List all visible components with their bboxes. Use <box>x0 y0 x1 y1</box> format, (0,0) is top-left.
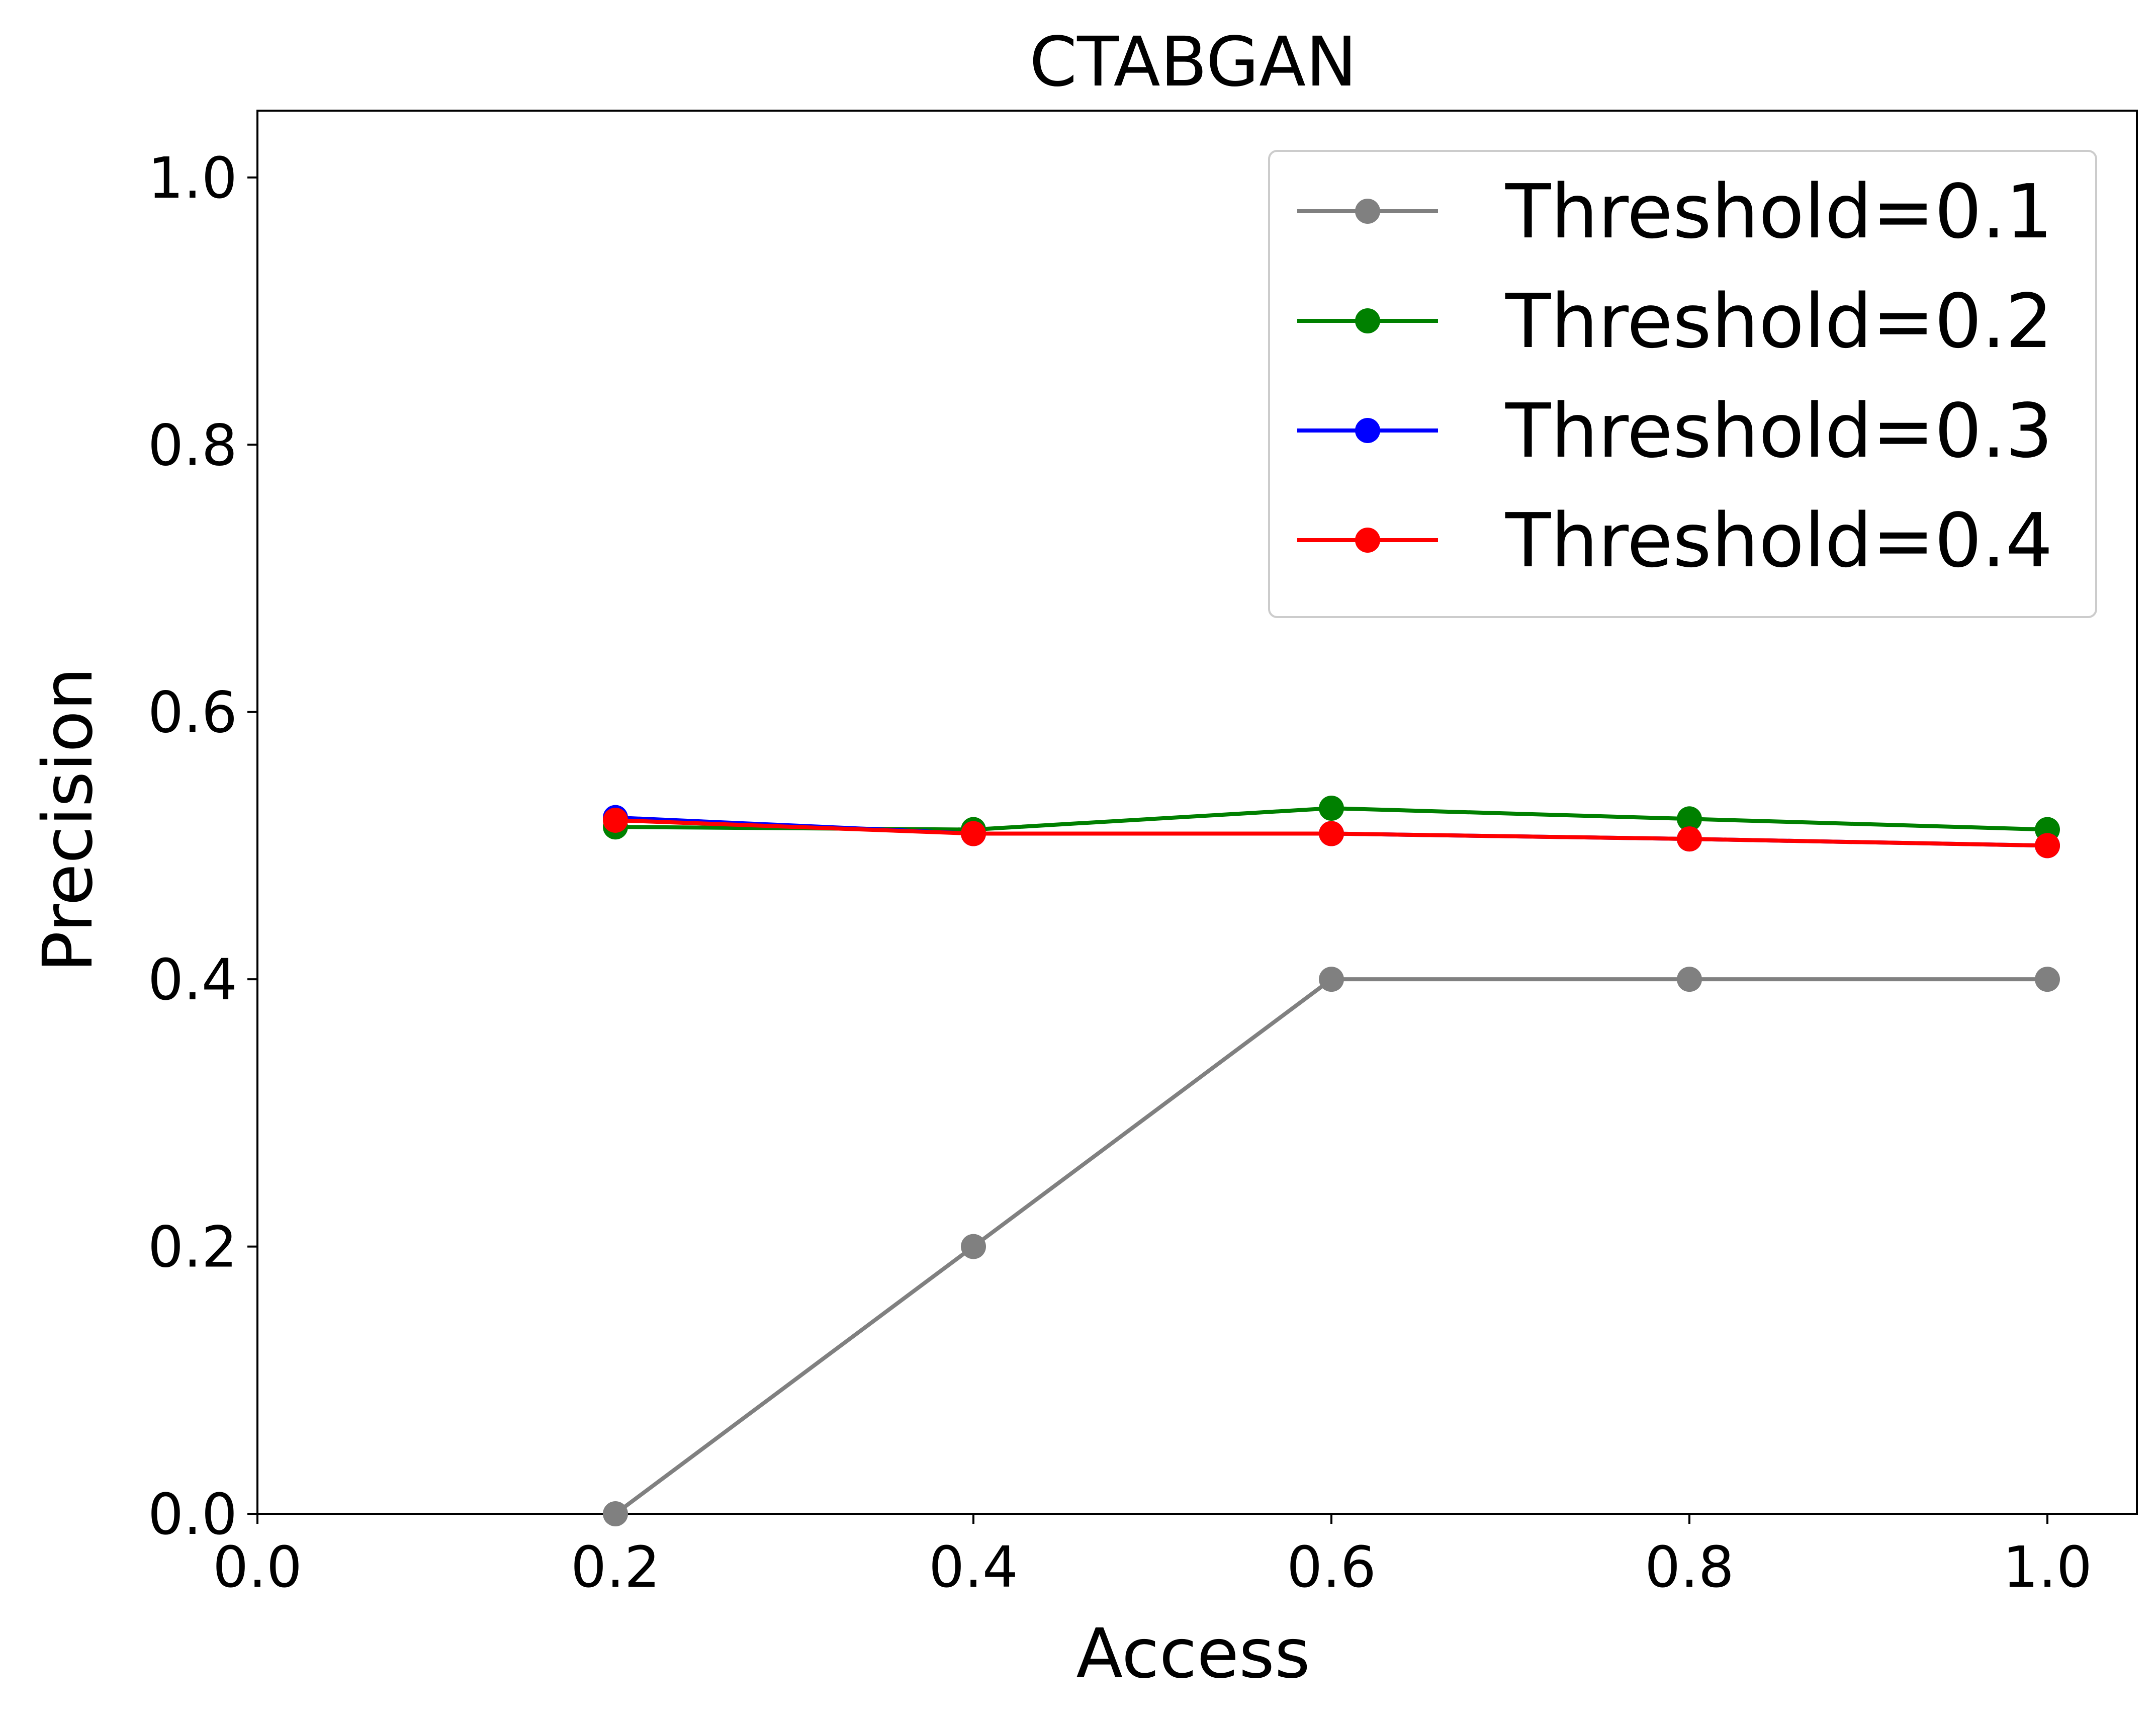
x-tick-label: 0.8 <box>1645 1535 1734 1600</box>
legend-item: Threshold=0.2 <box>1297 278 2053 365</box>
axes-frame <box>256 110 2138 1515</box>
y-tick-label: 0.8 <box>148 413 237 478</box>
legend-marker <box>1355 199 1380 224</box>
x-tick-label: 0.6 <box>1287 1535 1376 1600</box>
data-point <box>1677 826 1702 852</box>
legend-marker <box>1355 418 1380 443</box>
x-tick-label: 0.4 <box>929 1535 1018 1600</box>
legend-label: Threshold=0.3 <box>1505 388 2053 474</box>
x-tick-label: 0.0 <box>213 1535 302 1600</box>
data-point <box>1677 806 1702 832</box>
y-tick-label: 0.6 <box>148 680 237 746</box>
legend-item: Threshold=0.4 <box>1297 497 2053 584</box>
chart-title: CTABGAN <box>1029 23 1357 102</box>
x-tick-label: 0.2 <box>571 1535 660 1600</box>
legend-marker <box>1355 528 1380 553</box>
legend-box <box>1268 150 2097 618</box>
data-point <box>961 821 986 846</box>
legend-item: Threshold=0.1 <box>1297 168 2053 255</box>
y-tick-label: 0.4 <box>148 948 237 1013</box>
legend: Threshold=0.1 Threshold=0.2 Threshold=0.3 T… <box>1268 150 2097 618</box>
y-tick-label: 0.0 <box>148 1482 237 1547</box>
y-axis-label: Precision <box>29 667 108 973</box>
data-point <box>603 807 628 833</box>
legend-marker <box>1355 308 1380 333</box>
legend-label: Threshold=0.1 <box>1505 168 2053 255</box>
plot-area: 0.0 0.2 0.4 0.6 0.8 1.0 0.0 0.2 0.4 0.6 0.8 1.0 <box>148 110 2138 1600</box>
series-4 <box>603 807 2060 858</box>
data-point <box>2035 967 2060 992</box>
y-tick-label: 1.0 <box>148 146 237 211</box>
legend-label: Threshold=0.4 <box>1505 497 2053 584</box>
data-point <box>1677 967 1702 992</box>
legend-item: Threshold=0.3 <box>1297 388 2053 474</box>
y-tick-label: 0.2 <box>148 1215 237 1280</box>
data-point <box>2035 833 2060 858</box>
data-point <box>603 1501 628 1526</box>
x-axis-label: Access <box>1076 1614 1310 1694</box>
data-point <box>961 1234 986 1259</box>
data-point <box>1319 821 1344 846</box>
data-point <box>1319 796 1344 821</box>
data-point <box>1319 967 1344 992</box>
series-1 <box>603 967 2060 1526</box>
legend-label: Threshold=0.2 <box>1505 278 2053 365</box>
x-tick-label: 1.0 <box>2003 1535 2092 1600</box>
